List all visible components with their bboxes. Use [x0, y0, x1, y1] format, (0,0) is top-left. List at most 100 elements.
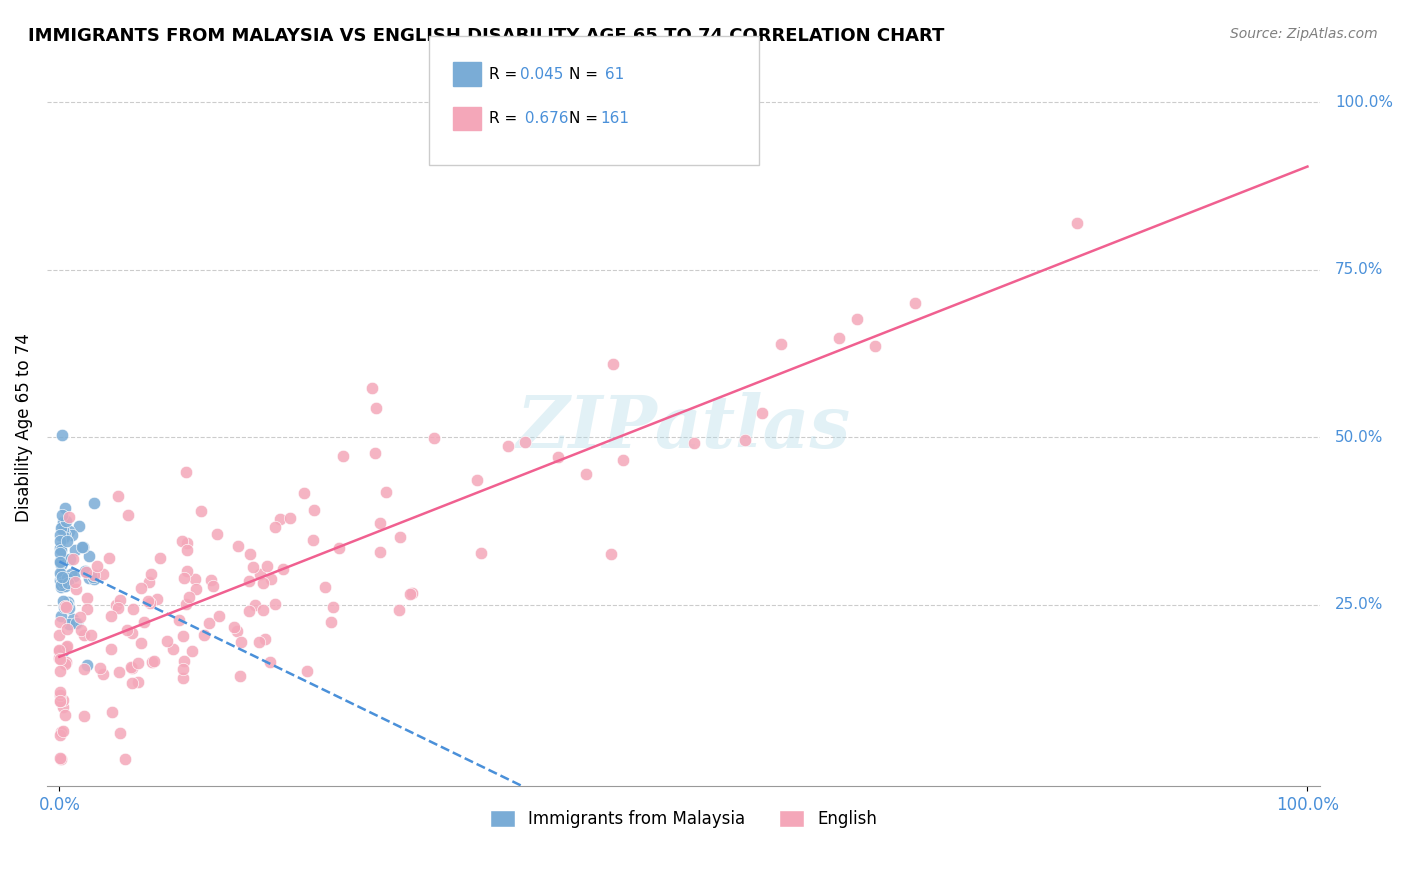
Point	[114, 752, 136, 766]
Point	[401, 586, 423, 600]
Point	[259, 655, 281, 669]
Point	[513, 435, 536, 450]
Point	[49, 694, 72, 708]
Point	[249, 567, 271, 582]
Point	[100, 642, 122, 657]
Point	[107, 489, 129, 503]
Point	[65, 582, 87, 596]
Point	[132, 615, 155, 630]
Point	[108, 593, 131, 607]
Point	[69, 610, 91, 624]
Point	[302, 503, 325, 517]
Point	[904, 296, 927, 310]
Point	[52, 574, 75, 589]
Point	[254, 632, 277, 646]
Point	[49, 615, 72, 629]
Point	[58, 576, 80, 591]
Point	[49, 527, 72, 541]
Point	[48, 643, 70, 657]
Point	[58, 510, 80, 524]
Point	[602, 357, 624, 371]
Point	[100, 609, 122, 624]
Point	[121, 626, 143, 640]
Point	[332, 450, 354, 464]
Point	[245, 599, 267, 613]
Point	[49, 541, 72, 555]
Point	[51, 427, 73, 442]
Point	[547, 450, 569, 465]
Point	[172, 629, 194, 643]
Point	[1066, 216, 1088, 230]
Point	[769, 337, 792, 351]
Point	[49, 664, 72, 678]
Point	[328, 541, 350, 556]
Point	[142, 654, 165, 668]
Point	[66, 616, 89, 631]
Point	[91, 566, 114, 581]
Text: 0.676: 0.676	[520, 112, 568, 126]
Point	[51, 578, 73, 592]
Point	[51, 752, 73, 766]
Point	[58, 601, 80, 615]
Point	[49, 566, 72, 581]
Point	[202, 579, 225, 593]
Point	[162, 641, 184, 656]
Point	[292, 486, 315, 500]
Point	[58, 575, 80, 590]
Point	[612, 453, 634, 467]
Point	[122, 602, 145, 616]
Point	[138, 594, 160, 608]
Point	[734, 434, 756, 448]
Point	[48, 694, 70, 708]
Point	[63, 543, 86, 558]
Point	[48, 751, 70, 765]
Point	[322, 599, 344, 614]
Point	[229, 669, 252, 683]
Point	[49, 728, 72, 742]
Point	[278, 510, 301, 524]
Point	[55, 598, 77, 612]
Point	[269, 512, 291, 526]
Point	[360, 381, 382, 395]
Point	[53, 579, 76, 593]
Point	[73, 628, 96, 642]
Point	[52, 550, 75, 565]
Point	[115, 623, 138, 637]
Point	[86, 558, 108, 573]
Point	[321, 615, 343, 629]
Point	[55, 533, 77, 548]
Point	[101, 705, 124, 719]
Point	[470, 546, 492, 560]
Point	[231, 635, 253, 649]
Point	[247, 634, 270, 648]
Point	[53, 528, 76, 542]
Point	[208, 608, 231, 623]
Point	[69, 519, 91, 533]
Point	[193, 628, 215, 642]
Point	[48, 644, 70, 658]
Point	[52, 594, 75, 608]
Point	[73, 663, 96, 677]
Point	[55, 707, 77, 722]
Point	[83, 496, 105, 510]
Point	[65, 616, 87, 631]
Point	[52, 530, 75, 544]
Point	[59, 552, 82, 566]
Point	[48, 554, 70, 568]
Point	[148, 550, 170, 565]
Point	[389, 530, 412, 544]
Point	[55, 656, 77, 670]
Point	[60, 528, 83, 542]
Point	[423, 431, 446, 445]
Point	[173, 654, 195, 668]
Point	[174, 597, 197, 611]
Point	[121, 661, 143, 675]
Point	[186, 582, 208, 597]
Point	[683, 436, 706, 450]
Point	[200, 573, 222, 587]
Point	[51, 570, 73, 584]
Point	[179, 591, 201, 605]
Point	[366, 401, 388, 415]
Point	[55, 515, 77, 529]
Text: ZIPatlas: ZIPatlas	[516, 392, 851, 463]
